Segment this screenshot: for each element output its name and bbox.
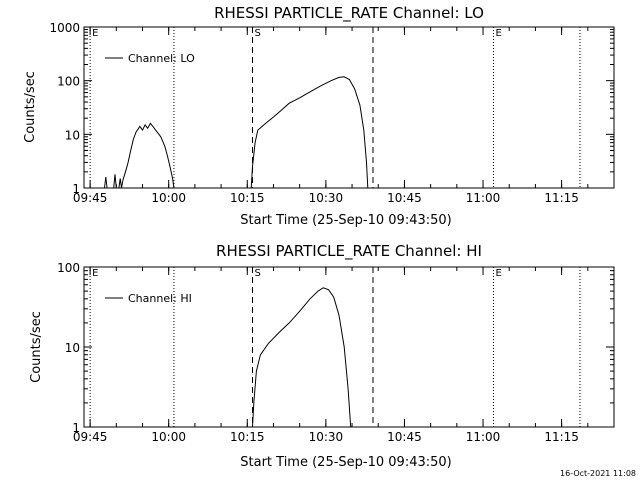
x-tick-label: 10:00	[151, 430, 186, 444]
x-tick-label: 10:15	[230, 430, 265, 444]
y-tick-label: 1	[72, 421, 80, 435]
x-tick-label: 09:45	[73, 191, 108, 205]
marker-label: E	[496, 268, 502, 279]
series-line	[104, 76, 369, 189]
series-line	[252, 287, 352, 428]
x-tick-label: 10:45	[387, 191, 422, 205]
marker-label: S	[255, 28, 261, 39]
chart-title: RHESSI PARTICLE_RATE Channel: LO	[214, 4, 484, 23]
tick-group: 09:45 10:00 10:15 10:30 10:45 11:00 11:15 1 10 10…	[49, 21, 615, 205]
legend-label: Channel: LO	[128, 52, 195, 65]
chart-title: RHESSI PARTICLE_RATE Channel: HI	[216, 242, 482, 261]
date-stamp: 16-Oct-2021 11:08	[560, 469, 636, 478]
y-axis-label: Counts/sec	[23, 71, 38, 143]
x-axis-label: Start Time (25-Sep-10 09:43:50)	[240, 213, 451, 228]
x-axis-label: Start Time (25-Sep-10 09:43:50)	[240, 455, 451, 470]
hi-channel-panel: RHESSI PARTICLE_RATE Channel: HI E S E 09:…	[29, 242, 615, 470]
y-tick-label: 100	[57, 261, 80, 275]
plot-frame	[83, 26, 615, 189]
marker-label: S	[255, 268, 261, 279]
y-axis-label: Counts/sec	[29, 311, 44, 383]
legend: Channel: HI	[105, 292, 192, 305]
y-tick-label: 10	[65, 341, 80, 355]
x-tick-label: 10:45	[387, 430, 422, 444]
x-tick-label: 11:00	[466, 430, 501, 444]
legend: Channel: LO	[105, 52, 195, 65]
tick-group: 09:45 10:00 10:15 10:30 10:45 11:00 11:15 1 10 10…	[57, 261, 615, 444]
y-tick-label: 1000	[49, 21, 80, 35]
series-group	[104, 76, 369, 189]
x-tick-label: 09:45	[73, 430, 108, 444]
x-tick-label: 11:15	[544, 191, 579, 205]
x-tick-label: 10:30	[309, 430, 344, 444]
x-tick-label: 10:15	[230, 191, 265, 205]
series-group	[252, 287, 352, 428]
marker-label: E	[496, 28, 502, 39]
lo-channel-panel: RHESSI PARTICLE_RATE Channel: LO E S E 09:…	[23, 4, 615, 228]
y-tick-label: 100	[57, 75, 80, 89]
x-tick-label: 11:00	[466, 191, 501, 205]
y-tick-label: 10	[65, 128, 80, 142]
x-tick-label: 11:15	[544, 430, 579, 444]
legend-label: Channel: HI	[128, 292, 192, 305]
x-tick-label: 10:30	[309, 191, 344, 205]
marker-label: E	[92, 28, 98, 39]
marker-label: E	[92, 268, 98, 279]
y-tick-label: 1	[72, 182, 80, 196]
x-tick-label: 10:00	[151, 191, 186, 205]
